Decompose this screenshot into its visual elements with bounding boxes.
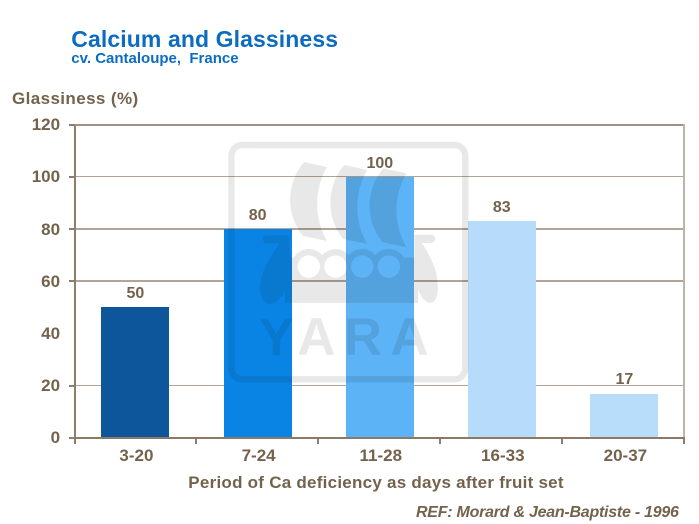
svg-text:YARA: YARA (259, 308, 437, 367)
